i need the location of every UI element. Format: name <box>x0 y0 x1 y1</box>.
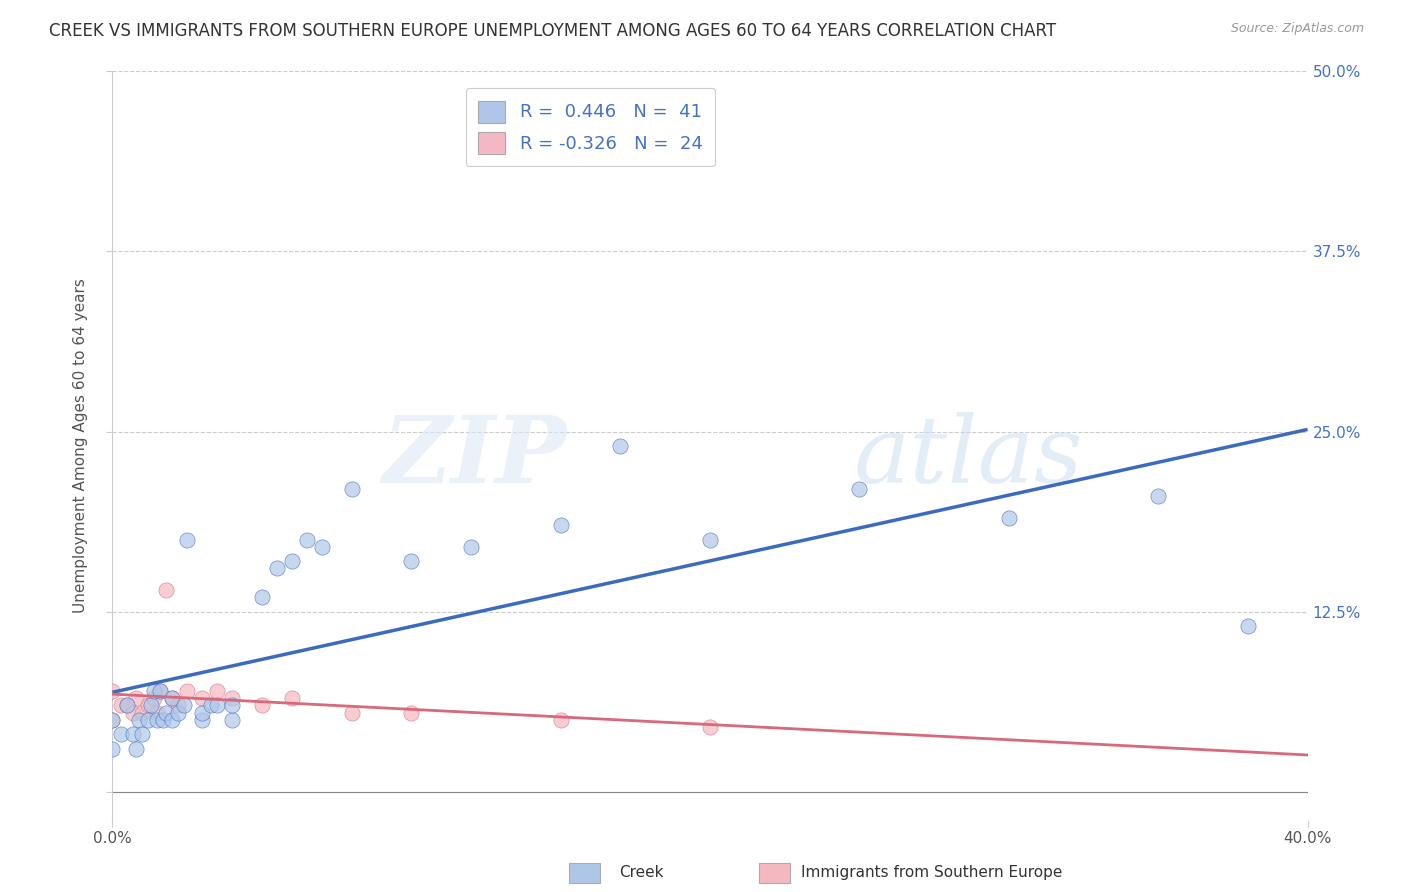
Point <box>152 713 174 727</box>
Point <box>221 691 243 706</box>
Text: CREEK VS IMMIGRANTS FROM SOUTHERN EUROPE UNEMPLOYMENT AMONG AGES 60 TO 64 YEARS : CREEK VS IMMIGRANTS FROM SOUTHERN EUROPE… <box>49 22 1056 40</box>
Point <box>191 713 214 727</box>
Point <box>176 684 198 698</box>
Point <box>250 591 273 605</box>
Point <box>221 713 243 727</box>
Point <box>1237 619 1260 633</box>
Point <box>281 691 304 706</box>
Point <box>550 713 572 727</box>
Point <box>191 691 214 706</box>
Point <box>117 698 139 713</box>
Point <box>295 533 318 547</box>
Point <box>200 698 222 713</box>
Point <box>848 482 870 496</box>
Point <box>146 706 169 720</box>
Point <box>221 698 243 713</box>
Point <box>138 698 160 713</box>
Point <box>110 698 132 713</box>
Point <box>176 533 198 547</box>
Point <box>162 691 183 706</box>
Point <box>131 706 153 720</box>
Point <box>550 518 572 533</box>
Point <box>138 713 160 727</box>
Point <box>250 698 273 713</box>
Point <box>122 706 145 720</box>
Point <box>117 698 139 713</box>
Point <box>205 698 228 713</box>
Point <box>101 741 124 756</box>
Point <box>155 706 177 720</box>
Point <box>149 684 172 698</box>
Point <box>143 684 166 698</box>
Text: Creek: Creek <box>619 865 664 880</box>
Point <box>401 554 423 568</box>
Point <box>101 713 124 727</box>
Point <box>340 706 363 720</box>
Point <box>167 698 190 713</box>
Point <box>609 439 631 453</box>
Point <box>128 713 150 727</box>
Point <box>125 741 148 756</box>
Y-axis label: Unemployment Among Ages 60 to 64 years: Unemployment Among Ages 60 to 64 years <box>73 278 89 614</box>
Text: Source: ZipAtlas.com: Source: ZipAtlas.com <box>1230 22 1364 36</box>
Text: ZIP: ZIP <box>382 412 567 502</box>
Point <box>205 684 228 698</box>
Point <box>141 698 163 713</box>
Text: atlas: atlas <box>853 412 1083 502</box>
Point <box>146 713 169 727</box>
Point <box>311 540 333 554</box>
Point <box>998 511 1021 525</box>
Point <box>266 561 288 575</box>
Legend: R =  0.446   N =  41, R = -0.326   N =  24: R = 0.446 N = 41, R = -0.326 N = 24 <box>465 88 716 166</box>
Point <box>122 727 145 741</box>
Point <box>699 720 721 734</box>
Point <box>1147 490 1170 504</box>
Point <box>143 691 166 706</box>
Point <box>101 713 124 727</box>
Point <box>149 684 172 698</box>
Point <box>401 706 423 720</box>
Point <box>162 691 183 706</box>
Point <box>167 706 190 720</box>
Point <box>340 482 363 496</box>
Point <box>699 533 721 547</box>
Point <box>460 540 482 554</box>
Point <box>155 583 177 598</box>
Text: Immigrants from Southern Europe: Immigrants from Southern Europe <box>801 865 1063 880</box>
Point <box>101 684 124 698</box>
Point <box>162 713 183 727</box>
Point <box>191 706 214 720</box>
Point <box>131 727 153 741</box>
Point <box>110 727 132 741</box>
Point <box>173 698 195 713</box>
Point <box>125 691 148 706</box>
Point <box>281 554 304 568</box>
